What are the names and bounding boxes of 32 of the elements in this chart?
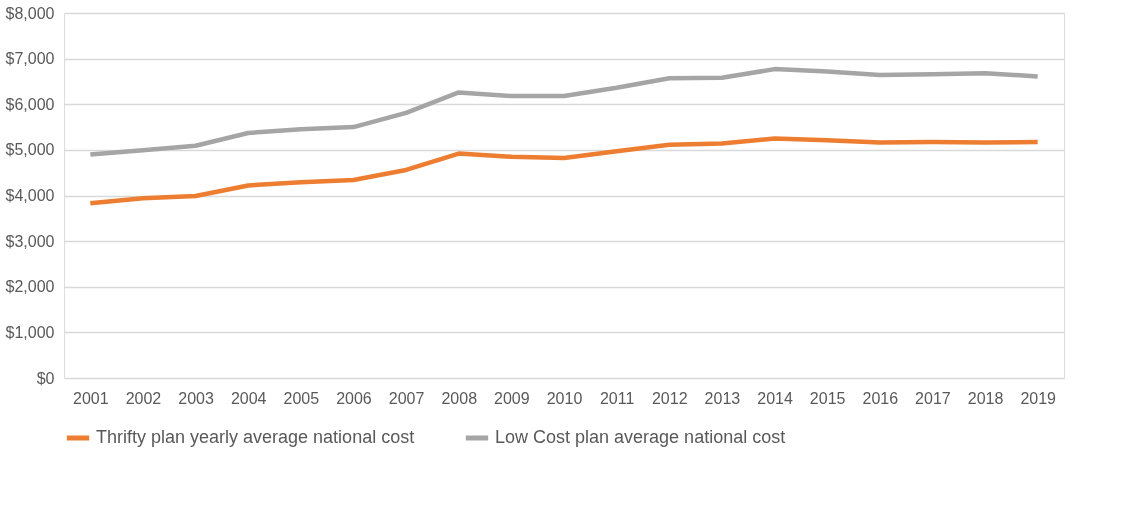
y-tick-label: $1,000 bbox=[5, 323, 55, 341]
y-tick-label: $2,000 bbox=[5, 278, 55, 296]
x-tick-label: 2003 bbox=[178, 389, 214, 407]
y-tick-label: $5,000 bbox=[5, 141, 55, 159]
y-tick-label: $6,000 bbox=[5, 95, 55, 113]
y-tick-label: $8,000 bbox=[5, 4, 55, 22]
x-tick-label: 2015 bbox=[809, 389, 846, 407]
y-tick-label: $4,000 bbox=[5, 187, 55, 204]
x-tick-label: 2014 bbox=[757, 389, 793, 407]
x-tick-label: 2010 bbox=[546, 389, 583, 407]
line-series bbox=[88, 136, 1040, 206]
x-tick-label: 2013 bbox=[704, 389, 741, 407]
x-tick-label: 2002 bbox=[125, 389, 162, 407]
x-tick-label: 2018 bbox=[967, 389, 1004, 407]
x-tick-label: 2016 bbox=[862, 389, 899, 407]
x-tick-label: 2017 bbox=[915, 389, 951, 407]
legend-label: Thrifty plan yearly average national cost bbox=[96, 427, 415, 447]
x-tick-label: 2012 bbox=[651, 389, 688, 407]
x-tick-label: 2004 bbox=[230, 389, 267, 407]
x-tick-label: 2001 bbox=[73, 389, 109, 407]
y-tick-label: $3,000 bbox=[5, 232, 55, 250]
x-tick-label: 2009 bbox=[494, 389, 530, 407]
legend-label: Low Cost plan average national cost bbox=[495, 427, 786, 447]
y-tick-label: $0 bbox=[36, 369, 55, 387]
x-tick-label: 2019 bbox=[1020, 389, 1057, 407]
line-series bbox=[88, 66, 1040, 157]
y-tick-label: $7,000 bbox=[5, 50, 55, 68]
x-tick-label: 2005 bbox=[283, 389, 320, 407]
x-tick-label: 2011 bbox=[599, 389, 635, 407]
x-tick-label: 2006 bbox=[336, 389, 372, 407]
x-tick-label: 2007 bbox=[388, 389, 425, 407]
x-tick-label: 2008 bbox=[441, 389, 478, 407]
